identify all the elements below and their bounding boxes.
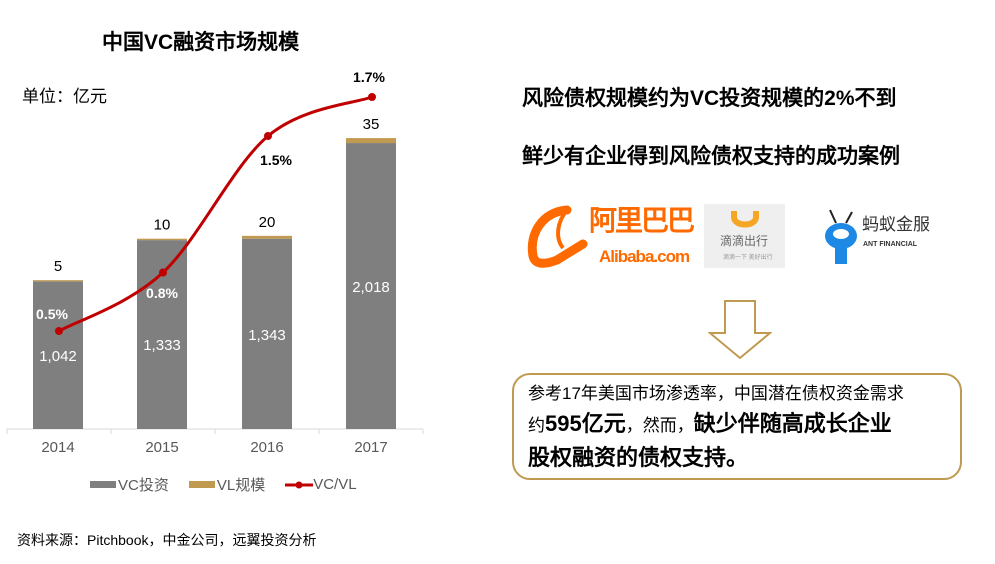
line-vc-vl: [58, 95, 373, 333]
label-vl-2014: 5: [54, 258, 62, 275]
alibaba-cn: 阿里巴巴: [589, 205, 695, 236]
label-vl-2015: 10: [154, 217, 171, 234]
callout-box: 参考17年美国市场渗透率，中国潜在债权资金需求 约595亿元，然而，缺少伴随高成…: [512, 373, 962, 480]
alibaba-en: Alibaba.com: [599, 247, 690, 266]
bar-vl-2017: [346, 138, 396, 144]
legend: VC投资 VL规模 VC/VL: [90, 474, 357, 495]
point-vc-vl-2017: [368, 93, 376, 101]
ant-en: ANT FINANCIAL: [863, 241, 918, 248]
legend-swatch-vl: [188, 481, 215, 488]
callout-bold: 缺少伴随高成长企业: [693, 411, 892, 436]
headline-1: 风险债权规模约为VC投资规模的2%不到: [522, 87, 897, 110]
legend-swatch-vc: [90, 481, 116, 488]
headline-2: 鲜少有企业得到风险债权支持的成功案例: [522, 145, 900, 168]
x-tick-label-2017: 2017: [354, 439, 387, 456]
bar-vc-2017: [346, 143, 396, 430]
callout-prefix: 约: [528, 416, 545, 435]
label-vc-vl-2014: 0.5%: [36, 306, 68, 322]
legend-vl: VL规模: [188, 474, 266, 495]
label-vl-2016: 20: [259, 214, 276, 231]
didi-cn: 滴滴出行: [720, 234, 769, 248]
label-vc-vl-2015: 0.8%: [146, 285, 178, 301]
point-vc-vl-2014: [55, 327, 63, 335]
point-vc-vl-2016: [264, 132, 272, 140]
bar-vc-2016: [242, 238, 292, 429]
bar-vc-2015: [137, 240, 187, 429]
legend-vc: VC投资: [90, 474, 169, 495]
point-vc-vl-2015: [159, 268, 167, 277]
callout-line1: 参考17年美国市场渗透率，中国潜在债权资金需求: [528, 384, 904, 403]
x-tick-label-2015: 2015: [145, 439, 178, 456]
legend-swatch-ratio: [285, 481, 314, 488]
callout-line2: 约595亿元，然而，缺少伴随高成长企业: [528, 407, 946, 441]
callout-line3: 股权融资的债权支持。: [528, 445, 749, 470]
down-arrow-icon: [708, 300, 772, 360]
alibaba-face-icon: [527, 205, 588, 268]
didi-sub: 滴滴一下 美好出行: [723, 255, 773, 261]
ant-financial-logo: 蚂蚁金服 ANT FINANCIAL: [820, 207, 940, 269]
source-note: 资料来源：Pitchbook，中金公司，远翼投资分析: [17, 532, 317, 548]
bar-vl-2014: [33, 280, 83, 282]
didi-logo: 滴滴出行 滴滴一下 美好出行: [704, 204, 785, 268]
label-vl-2017: 35: [363, 116, 380, 133]
label-vc-2016: 1,343: [248, 327, 286, 344]
label-vc-vl-2016: 1.5%: [260, 152, 292, 168]
label-vc-2017: 2,018: [352, 279, 390, 296]
callout-mid: ，然而，: [625, 416, 694, 435]
unit-label: 单位：亿元: [22, 87, 107, 106]
callout-amount: 595亿元: [545, 411, 626, 436]
bar-vl-2016: [242, 235, 292, 239]
x-tick-label-2016: 2016: [250, 439, 283, 456]
alibaba-logo: 阿里巴巴 Alibaba.com: [527, 204, 695, 270]
legend-label-vc: VC投资: [118, 477, 169, 494]
ant-icon: [825, 209, 857, 264]
didi-d-icon: [731, 211, 759, 228]
legend-label-ratio: VC/VL: [313, 476, 357, 493]
label-vc-2015: 1,333: [143, 337, 181, 354]
chart: 1,042 5 2014 1,333 10 2015 1,343 20 2016 2,018 35 2…: [6, 69, 424, 456]
legend-ratio: VC/VL: [285, 474, 357, 495]
chart-title: 中国VC融资市场规模: [102, 31, 300, 54]
bar-vc-2014: [33, 281, 83, 429]
x-tick-label-2014: 2014: [41, 439, 74, 456]
legend-label-vl: VL规模: [216, 477, 266, 494]
bar-vl-2015: [137, 238, 187, 241]
ant-cn: 蚂蚁金服: [862, 215, 930, 234]
label-vc-vl-2017: 1.7%: [353, 69, 385, 85]
label-vc-2014: 1,042: [39, 348, 77, 365]
